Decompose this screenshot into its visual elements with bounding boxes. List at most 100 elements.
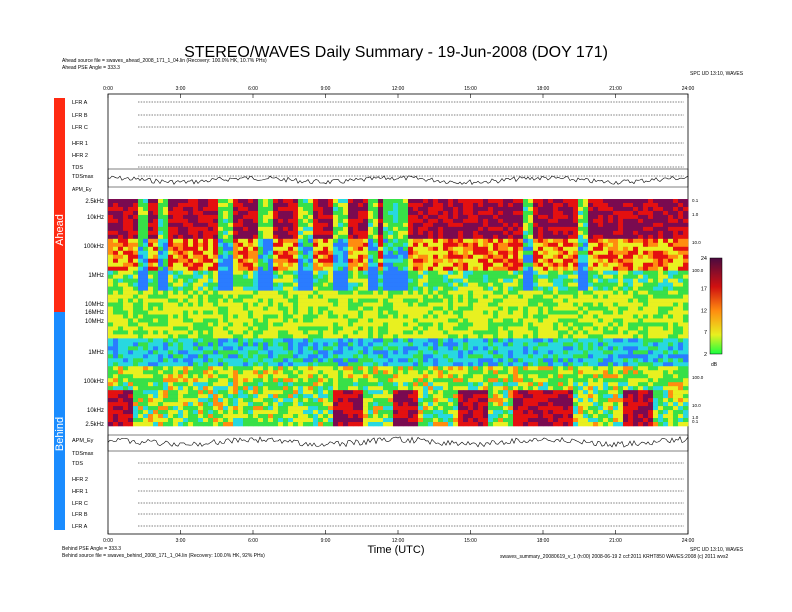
spectrogram-cell	[223, 334, 229, 339]
spectrogram-cell	[423, 302, 429, 307]
spectrogram-cell	[523, 302, 529, 307]
spectrogram-cell	[373, 310, 379, 315]
spectrogram-cell	[663, 206, 669, 212]
spectrogram-cell	[328, 338, 334, 343]
spectrogram-cell	[468, 294, 474, 299]
spectrogram-cell	[413, 278, 419, 283]
spectrogram-cell	[143, 254, 149, 260]
spectrogram-cell	[138, 199, 144, 204]
spectrogram-cell	[208, 214, 214, 220]
spectrogram-cell	[328, 290, 334, 295]
spectrogram-cell	[503, 302, 509, 307]
spectrogram-cell	[513, 350, 519, 355]
spectrogram-cell	[443, 358, 449, 363]
spectrogram-cell	[493, 270, 499, 275]
spectrogram-cell	[573, 199, 579, 204]
spectrogram-cell	[298, 206, 304, 212]
spectrogram-cell	[328, 210, 334, 216]
spectrogram-cell	[373, 218, 379, 224]
spectrogram-cell	[118, 290, 124, 295]
spectrogram-cell	[333, 338, 339, 343]
spectrogram-cell	[458, 254, 464, 260]
spectrogram-cell	[268, 338, 274, 343]
spectrogram-cell	[238, 322, 244, 327]
spectrogram-cell	[623, 310, 629, 315]
spectrogram-cell	[348, 206, 354, 212]
spectrogram-cell	[448, 210, 454, 216]
spectrogram-cell	[263, 306, 269, 311]
spectrogram-cell	[338, 354, 344, 359]
spectrogram-cell	[433, 230, 439, 236]
spectrogram-cell	[663, 310, 669, 315]
spectrogram-cell	[428, 362, 434, 367]
spectrogram-cell	[678, 266, 684, 271]
spectrogram-cell	[338, 326, 344, 331]
spectrogram-cell	[268, 214, 274, 220]
spectrogram-cell	[638, 250, 644, 256]
spectrogram-cell	[248, 274, 254, 279]
spectrogram-cell	[378, 238, 384, 244]
spectrogram-cell	[298, 290, 304, 295]
spectrogram-cell	[308, 278, 314, 283]
spectrogram-cell	[183, 218, 189, 224]
spectrogram-cell	[548, 330, 554, 335]
spectrogram-cell	[248, 294, 254, 299]
spectrogram-cell	[163, 238, 169, 244]
spectrogram-cell	[348, 314, 354, 319]
spectrogram-cell	[133, 342, 139, 347]
spectrogram-cell	[453, 274, 459, 279]
spectrogram-cell	[183, 214, 189, 220]
spectrogram-cell	[643, 342, 649, 347]
spectrogram-cell	[258, 294, 264, 299]
spectrogram-cell	[583, 230, 589, 236]
spectrogram-cell	[413, 318, 419, 323]
spectrogram-cell	[218, 354, 224, 359]
spectrogram-cell	[168, 270, 174, 275]
spectrogram-cell	[113, 330, 119, 335]
spectrogram-cell	[408, 282, 414, 287]
spectrogram-cell	[258, 226, 264, 232]
spectrogram-cell	[503, 254, 509, 260]
spectrogram-cell	[343, 334, 349, 339]
spectrogram-cell	[338, 278, 344, 283]
spectrogram-cell	[653, 354, 659, 359]
spectrogram-cell	[158, 238, 164, 244]
spectrogram-cell	[238, 246, 244, 252]
spectrogram-cell	[158, 258, 164, 264]
spectrogram-cell	[408, 354, 414, 359]
spectrogram-cell	[453, 322, 459, 327]
spectrogram-cell	[538, 262, 544, 267]
spectrogram-cell	[353, 202, 359, 208]
spectrogram-cell	[483, 258, 489, 264]
spectrogram-cell	[113, 262, 119, 267]
spectrogram-cell	[428, 270, 434, 275]
spectrogram-cell	[403, 346, 409, 351]
spectrogram-cell	[618, 290, 624, 295]
spectrogram-cell	[378, 210, 384, 216]
spectrogram-cell	[283, 326, 289, 331]
spectrogram-cell	[213, 306, 219, 311]
spectrogram-cell	[363, 258, 369, 264]
spectrogram-cell	[403, 218, 409, 224]
spectrogram-cell	[193, 294, 199, 299]
spectrogram-cell	[283, 362, 289, 367]
spectrogram-cell	[248, 226, 254, 232]
spectrogram-cell	[468, 278, 474, 283]
spectrogram-cell	[393, 298, 399, 303]
spectrogram-cell	[473, 330, 479, 335]
spectrogram-cell	[488, 218, 494, 224]
spectrogram-cell	[573, 222, 579, 228]
spectrogram-cell	[128, 330, 134, 335]
spectrogram-cell	[528, 314, 534, 319]
spectrogram-cell	[168, 246, 174, 252]
spectrogram-cell	[498, 342, 504, 347]
spectrogram-cell	[403, 242, 409, 248]
spectrogram-cell	[613, 286, 619, 291]
spectrogram-cell	[608, 346, 614, 351]
spectrogram-cell	[288, 302, 294, 307]
spectrogram-cell	[148, 278, 154, 283]
spectrogram-cell	[648, 266, 654, 271]
spectrogram-cell	[123, 214, 129, 220]
spectrogram-cell	[483, 306, 489, 311]
